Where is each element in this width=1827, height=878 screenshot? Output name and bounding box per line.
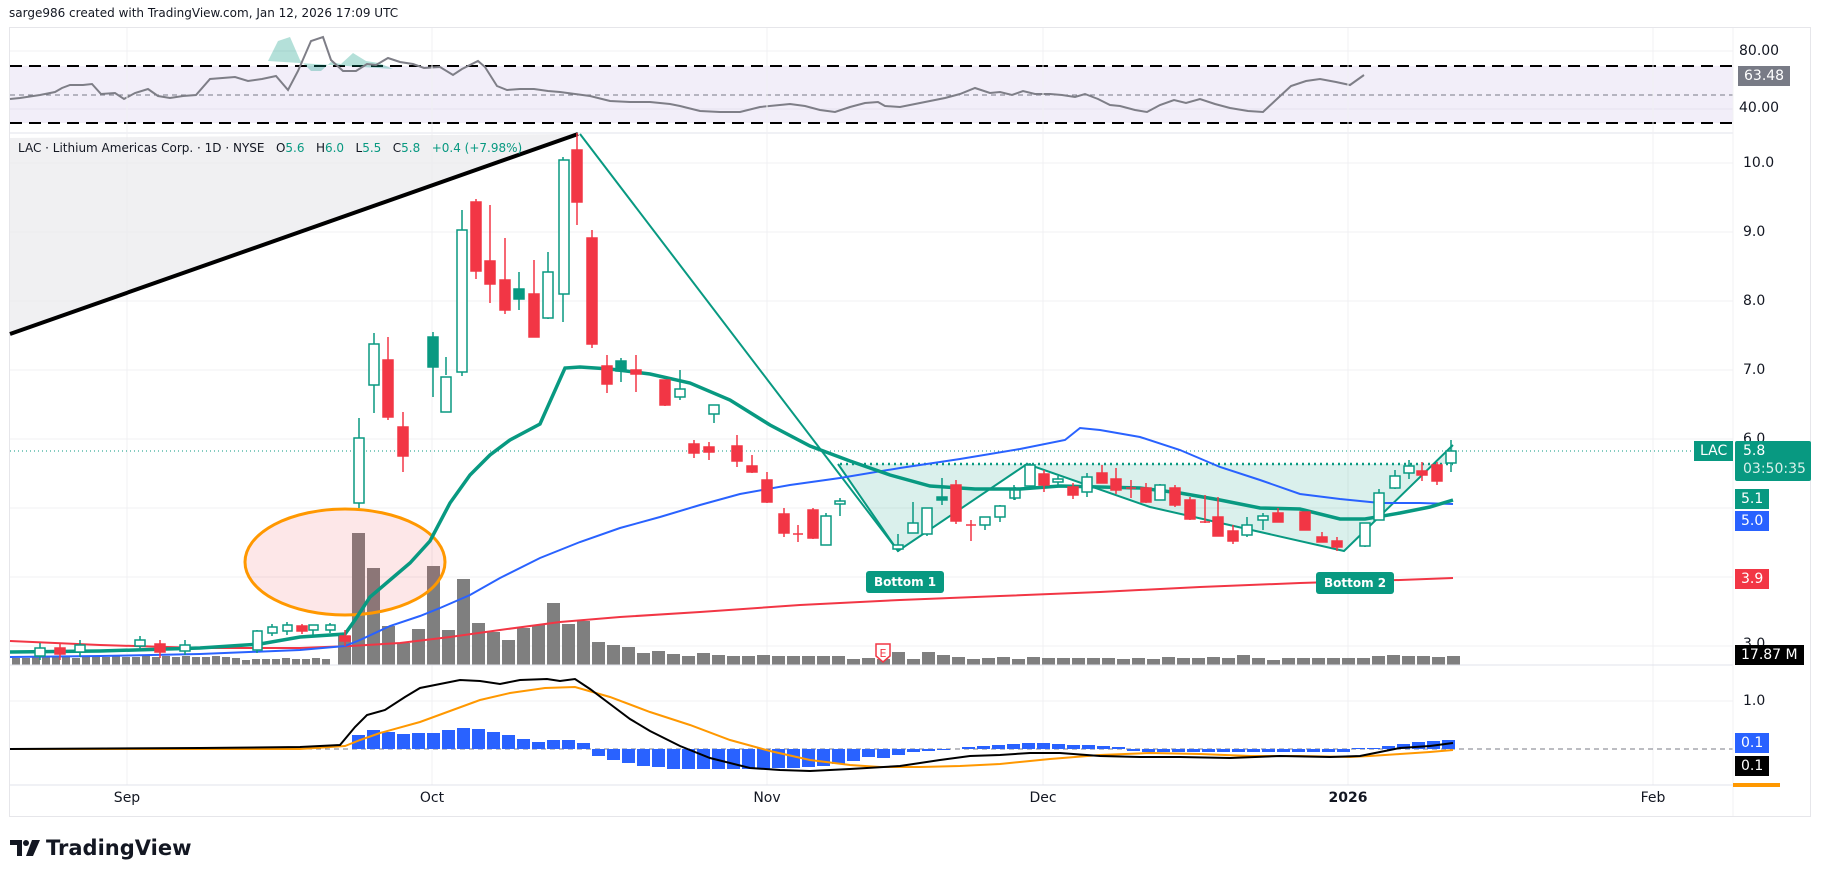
last-price-value: 5.8: [1743, 443, 1766, 459]
macd-pane: [9, 677, 1733, 773]
macd-histogram: [352, 728, 1455, 769]
price-axis-7: 7.0: [1743, 362, 1766, 378]
logo-text: TradingView: [46, 836, 192, 860]
change-value: +0.4 (+7.98%): [431, 141, 523, 155]
tradingview-logo-icon: [10, 840, 40, 856]
time-label-dec: Dec: [1029, 790, 1057, 806]
rsi-value-tag: 63.48: [1738, 66, 1791, 86]
time-label-oct: Oct: [419, 790, 445, 806]
time-label-2026: 2026: [1328, 790, 1368, 806]
rsi-pane: [9, 35, 1733, 124]
last-price-tag: 5.8 03:50:35: [1735, 441, 1811, 481]
rsi-axis-40: 40.00: [1739, 100, 1780, 116]
close-value: 5.8: [401, 141, 421, 155]
svg-text:E: E: [880, 647, 887, 660]
attribution-text: sarge986 created with TradingView.com, J…: [9, 6, 399, 20]
macd-line: [9, 677, 1454, 773]
low-value: 5.5: [362, 141, 382, 155]
ma-slow-value-tag: 3.9: [1735, 569, 1770, 589]
ma-fast-value-tag: 5.1: [1735, 489, 1770, 509]
time-label-nov: Nov: [753, 790, 781, 806]
high-value: 6.0: [324, 141, 345, 155]
volume-bars: [12, 533, 1460, 665]
bottom2-label[interactable]: Bottom 2: [1316, 572, 1395, 594]
time-label-feb: Feb: [1640, 790, 1666, 806]
candles[interactable]: [34, 133, 1457, 660]
symbol-tag: LAC: [1694, 441, 1734, 461]
descending-trendline[interactable]: [579, 133, 899, 552]
bar-countdown: 03:50:35: [1743, 461, 1806, 477]
rsi-line: [9, 35, 1365, 114]
open-value: 5.6: [285, 141, 305, 155]
price-axis-10: 10.0: [1743, 155, 1775, 171]
symbol-legend[interactable]: LAC · Lithium Americas Corp. · 1D · NYSE…: [18, 141, 523, 155]
price-axis-9: 9.0: [1743, 224, 1766, 240]
ma-fast-line: [9, 365, 1454, 654]
volume-spike-highlight[interactable]: [243, 507, 447, 617]
volume-value-tag: 17.87 M: [1735, 645, 1804, 665]
rsi-axis-80: 80.00: [1739, 43, 1780, 59]
macd-line-tag: 0.1: [1735, 756, 1770, 776]
price-axis-8: 8.0: [1743, 293, 1766, 309]
ma-mid-line: [9, 426, 1454, 658]
ma-slow-line: [9, 577, 1454, 649]
ma-mid-value-tag: 5.0: [1735, 511, 1770, 531]
time-label-sep: Sep: [113, 790, 141, 806]
macd-histogram-tag: 0.1: [1735, 733, 1770, 753]
bottom1-label[interactable]: Bottom 1: [866, 571, 945, 593]
macd-axis-1: 1.0: [1743, 693, 1766, 709]
tradingview-logo[interactable]: TradingView: [10, 836, 191, 860]
chart-frame: [9, 27, 1811, 817]
legend-title: LAC · Lithium Americas Corp. · 1D · NYSE: [18, 141, 265, 155]
earnings-marker[interactable]: E: [875, 643, 891, 663]
ascending-trendline[interactable]: [9, 132, 579, 336]
